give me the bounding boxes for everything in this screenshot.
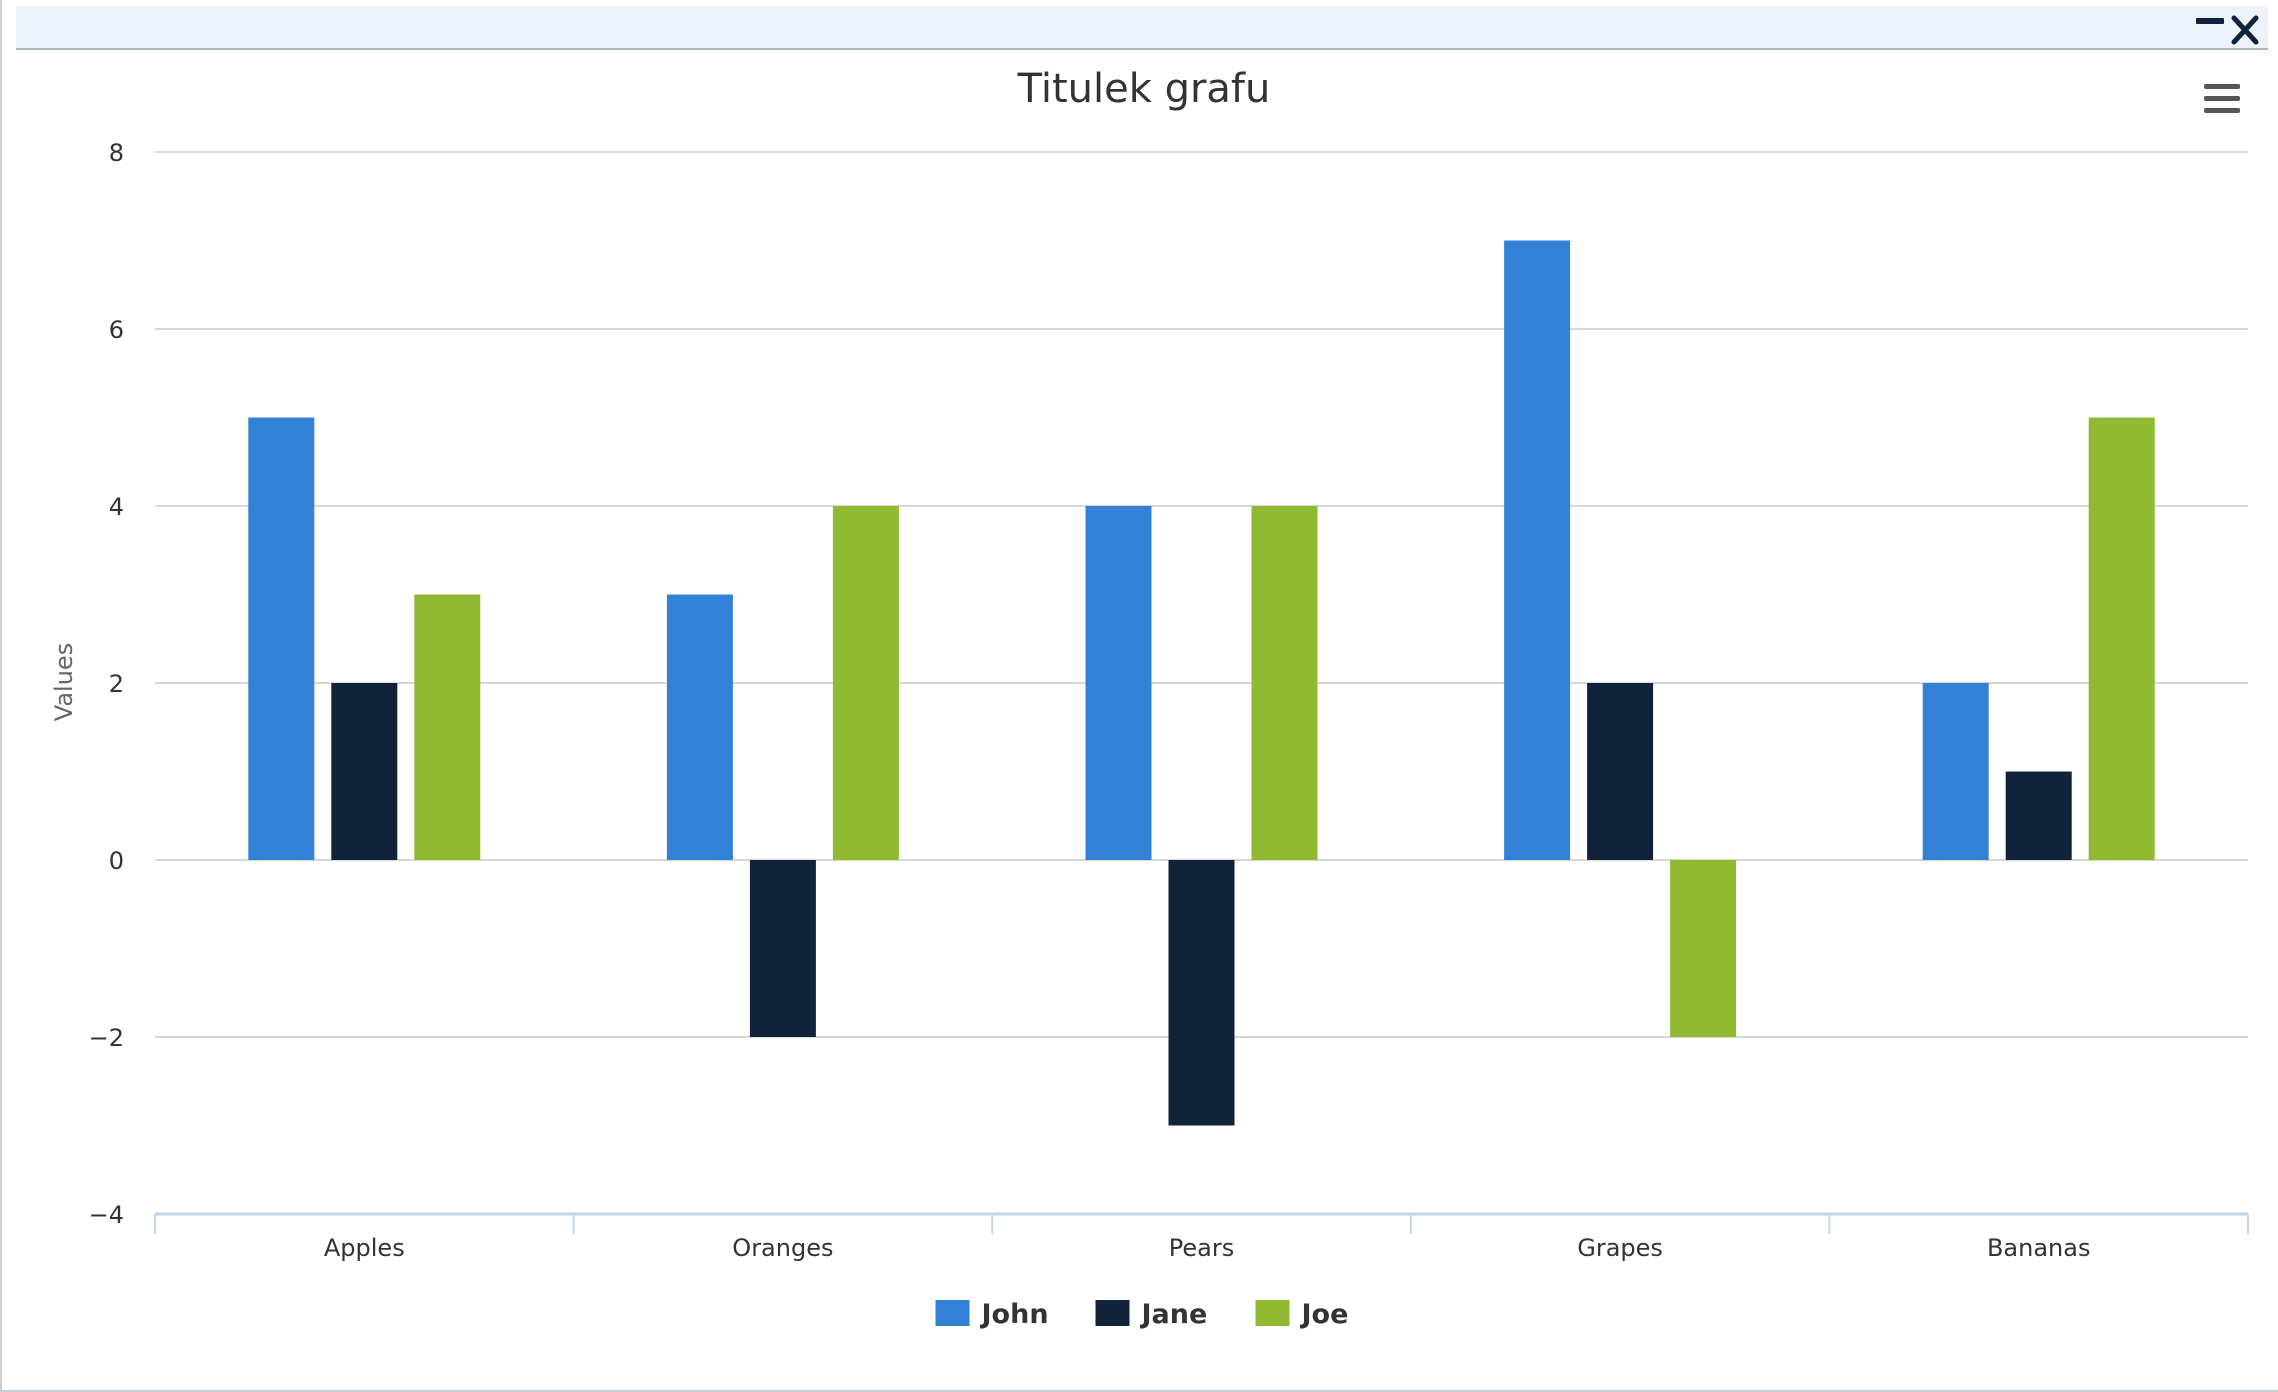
legend-label: John: [980, 1299, 1049, 1330]
bar-jane-bananas[interactable]: [2005, 771, 2072, 861]
legend-swatch: [1095, 1300, 1130, 1326]
legend-item-joe[interactable]: Joe: [1255, 1299, 1349, 1330]
window-titlebar[interactable]: [16, 6, 2268, 50]
legend-swatch: [935, 1300, 970, 1326]
bar-joe-bananas[interactable]: [2088, 417, 2155, 861]
window-controls: [2188, 6, 2268, 50]
bar-jane-oranges[interactable]: [749, 860, 816, 1037]
x-tick-label: Grapes: [1577, 1234, 1663, 1262]
y-tick-label: 6: [109, 316, 124, 344]
x-tick-label: Apples: [324, 1234, 405, 1262]
bar-john-grapes[interactable]: [1504, 240, 1571, 861]
legend-label: Jane: [1140, 1299, 1208, 1330]
x-tick-label: Oranges: [732, 1234, 833, 1262]
y-tick-label: 4: [109, 493, 124, 521]
bar-joe-apples[interactable]: [414, 594, 481, 861]
bar-john-oranges[interactable]: [666, 594, 733, 861]
y-tick-label: −2: [89, 1024, 124, 1052]
y-tick-label: 2: [109, 670, 124, 698]
y-axis-label: Values: [50, 643, 78, 721]
y-tick-label: 0: [109, 847, 124, 875]
bar-john-pears[interactable]: [1085, 506, 1152, 860]
bar-joe-oranges[interactable]: [832, 506, 899, 860]
close-icon[interactable]: [2230, 12, 2260, 46]
hamburger-menu-icon[interactable]: [2200, 84, 2240, 113]
bar-jane-grapes[interactable]: [1587, 683, 1654, 860]
bar-joe-grapes[interactable]: [1670, 860, 1737, 1037]
legend-item-john[interactable]: John: [935, 1299, 1049, 1330]
x-axis: Apples Oranges Pears Grapes Bananas: [154, 1212, 2249, 1262]
bar-jane-pears[interactable]: [1168, 860, 1235, 1126]
y-tick-label: 8: [109, 139, 124, 167]
bar-joe-pears[interactable]: [1251, 506, 1318, 860]
legend: John Jane Joe: [935, 1299, 1349, 1330]
legend-label: Joe: [1300, 1299, 1349, 1330]
legend-item-jane[interactable]: Jane: [1095, 1299, 1208, 1330]
legend-swatch: [1255, 1300, 1290, 1326]
bars: [248, 240, 2155, 1126]
minimize-icon[interactable]: [2196, 12, 2224, 30]
chart-title: Titulek grafu: [1017, 66, 1271, 112]
bar-john-bananas[interactable]: [1922, 683, 1989, 860]
x-tick-label: Bananas: [1987, 1234, 2091, 1262]
x-tick-label: Pears: [1169, 1234, 1234, 1262]
bar-jane-apples[interactable]: [331, 683, 398, 860]
y-axis-ticks: −4 −2 0 2 4 6 8: [89, 139, 124, 1229]
bar-john-apples[interactable]: [248, 417, 315, 861]
y-tick-label: −4: [89, 1201, 124, 1229]
